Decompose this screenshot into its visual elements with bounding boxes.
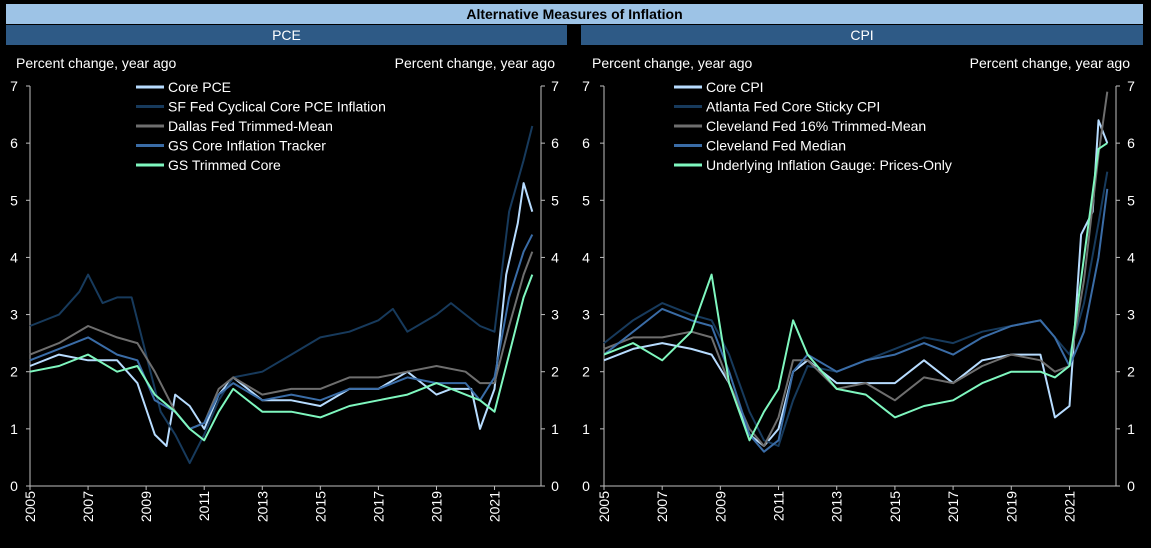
cpi-ytick-label-left: 4: [582, 249, 590, 265]
pce-series-line-3: [29, 251, 534, 430]
pce-ytick-label-left: 4: [10, 249, 18, 265]
pce-ytick-label-right: 3: [551, 307, 559, 323]
cpi-legend-label-4: Cleveland Fed Median: [706, 138, 846, 154]
cpi-ytick-label-right: 0: [1127, 478, 1135, 494]
cpi-ytick-label-right: 2: [1127, 364, 1135, 380]
cpi-xtick-label: 2021: [1061, 491, 1077, 522]
pce-ytick-label-right: 1: [551, 421, 559, 437]
pce-ytick-label-right: 7: [551, 78, 559, 94]
pce-xtick-label: 2015: [312, 491, 328, 522]
cpi-legend-label-1: Core CPI: [706, 79, 764, 95]
pce-ytick-label-left: 7: [10, 78, 18, 94]
pce-series-line-2: [29, 125, 534, 465]
chart-banner-title: Alternative Measures of Inflation: [6, 4, 1143, 24]
cpi-series-line-4: [603, 188, 1109, 453]
pce-ytick-label-right: 4: [551, 249, 559, 265]
cpi-right-axis-label: Percent change, year ago: [970, 55, 1131, 71]
pce-ytick-label-left: 2: [10, 364, 18, 380]
cpi-xtick-label: 2011: [771, 491, 787, 521]
pce-ytick-label-right: 5: [551, 192, 559, 208]
pce-chart: Percent change, year ago Percent change, …: [10, 55, 559, 522]
cpi-ytick-label-right: 5: [1127, 192, 1135, 208]
pce-ytick-label-left: 6: [10, 135, 18, 151]
pce-xtick-label: 2005: [22, 491, 38, 522]
cpi-ytick-label-right: 7: [1127, 78, 1135, 94]
cpi-legend-label-5: Underlying Inflation Gauge: Prices-Only: [706, 157, 952, 173]
cpi-ytick-label-right: 6: [1127, 135, 1135, 151]
cpi-left-axis-label: Percent change, year ago: [592, 55, 753, 71]
cpi-ytick-label-left: 5: [582, 192, 590, 208]
pce-ytick-label-right: 6: [551, 135, 559, 151]
cpi-series-line-2: [603, 171, 1109, 447]
cpi-xtick-label: 2017: [945, 491, 961, 522]
pce-xtick-label: 2021: [487, 491, 503, 522]
pce-panel-title: PCE: [6, 25, 567, 45]
cpi-ytick-label-left: 3: [582, 307, 590, 323]
pce-legend-label-3: Dallas Fed Trimmed-Mean: [168, 118, 333, 134]
cpi-legend-label-2: Atlanta Fed Core Sticky CPI: [706, 99, 880, 115]
cpi-ytick-label-left: 7: [582, 78, 590, 94]
cpi-ytick-label-left: 1: [582, 421, 590, 437]
cpi-series-line-3: [603, 91, 1109, 447]
cpi-ytick-label-right: 1: [1127, 421, 1135, 437]
pce-series-line-1: [29, 182, 534, 447]
cpi-series-line-5: [603, 142, 1108, 442]
pce-legend-label-1: Core PCE: [168, 79, 231, 95]
pce-ytick-label-left: 5: [10, 192, 18, 208]
cpi-ytick-label-left: 6: [582, 135, 590, 151]
pce-series-line-4: [29, 234, 534, 430]
pce-series-line-5: [29, 274, 534, 442]
cpi-ytick-label-left: 2: [582, 364, 590, 380]
cpi-panel-title: CPI: [581, 25, 1143, 45]
cpi-ytick-label-right: 4: [1127, 249, 1135, 265]
cpi-xtick-label: 2005: [596, 491, 612, 522]
pce-ytick-label-right: 0: [551, 478, 559, 494]
pce-ytick-label-right: 2: [551, 364, 559, 380]
pce-legend-label-2: SF Fed Cyclical Core PCE Inflation: [168, 99, 386, 115]
pce-xtick-label: 2019: [428, 491, 444, 522]
pce-legend-label-4: GS Core Inflation Tracker: [168, 138, 326, 154]
cpi-xtick-label: 2013: [829, 491, 845, 522]
pce-xtick-label: 2007: [80, 491, 96, 522]
cpi-xtick-label: 2009: [712, 491, 728, 522]
pce-xtick-label: 2017: [370, 491, 386, 522]
pce-xtick-label: 2011: [196, 491, 212, 521]
cpi-ytick-label-left: 0: [582, 478, 590, 494]
cpi-xtick-label: 2015: [887, 491, 903, 522]
pce-ytick-label-left: 1: [10, 421, 18, 437]
pce-ytick-label-left: 0: [10, 478, 18, 494]
cpi-xtick-label: 2019: [1003, 491, 1019, 522]
pce-xtick-label: 2013: [254, 491, 270, 522]
pce-left-axis-label: Percent change, year ago: [16, 55, 177, 71]
cpi-legend-label-3: Cleveland Fed 16% Trimmed-Mean: [706, 118, 926, 134]
cpi-ytick-label-right: 3: [1127, 307, 1135, 323]
cpi-xtick-label: 2007: [654, 491, 670, 522]
pce-ytick-label-left: 3: [10, 307, 18, 323]
pce-right-axis-label: Percent change, year ago: [395, 55, 556, 71]
pce-xtick-label: 2009: [138, 491, 154, 522]
pce-legend-label-5: GS Trimmed Core: [168, 157, 281, 173]
cpi-chart: Percent change, year ago Percent change, …: [582, 55, 1135, 522]
